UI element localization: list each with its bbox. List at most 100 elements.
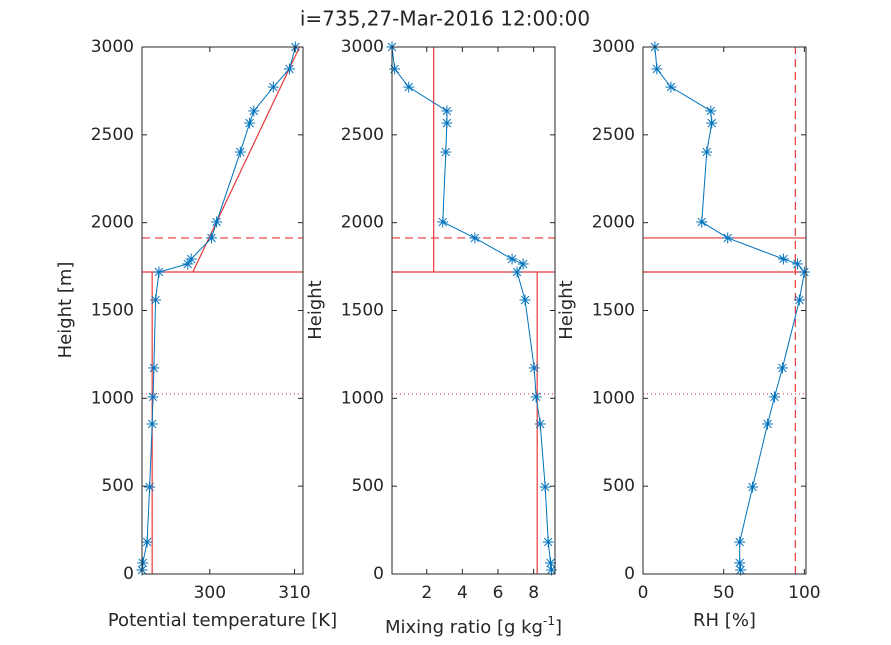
asterisk-marker <box>469 232 481 244</box>
marker-stroke <box>245 118 254 128</box>
marker-stroke <box>535 419 545 429</box>
marker-stroke <box>793 259 802 269</box>
y-tick-label: 2500 <box>341 125 384 145</box>
asterisk-marker <box>651 63 663 75</box>
asterisk-marker <box>734 557 746 569</box>
asterisk-marker <box>153 266 165 278</box>
x-tick-label: 310 <box>278 583 310 603</box>
asterisk-marker <box>793 294 805 306</box>
marker-stroke <box>529 363 539 373</box>
marker-stroke <box>438 217 448 227</box>
marker-stroke <box>707 118 717 128</box>
marker-stroke <box>543 537 553 547</box>
x-axis-label: RH [%] <box>693 610 756 631</box>
asterisk-marker <box>539 481 551 493</box>
figure-title: i=735,27-Mar-2016 12:00:00 <box>300 7 590 31</box>
y-tick-label: 1500 <box>592 301 635 321</box>
y-tick-label: 2500 <box>592 125 635 145</box>
reference-line <box>192 46 301 273</box>
x-tick-label: 50 <box>713 583 735 603</box>
marker-stroke <box>546 558 555 568</box>
marker-stroke <box>520 295 530 305</box>
marker-stroke <box>138 558 148 568</box>
asterisk-marker <box>762 418 774 430</box>
y-tick-label: 500 <box>102 476 134 496</box>
x-axis-label-part: RH [%] <box>693 610 756 631</box>
y-tick-label: 3000 <box>91 37 134 57</box>
asterisk-marker <box>706 117 718 129</box>
y-tick-label: 1000 <box>91 388 134 408</box>
marker-stroke <box>666 82 676 92</box>
marker-stroke <box>547 565 556 575</box>
y-tick-label: 0 <box>624 564 635 584</box>
marker-stroke <box>735 537 744 547</box>
marker-stroke <box>531 392 541 402</box>
marker-stroke <box>212 217 221 227</box>
y-tick-label: 2500 <box>91 125 134 145</box>
x-tick-label: 2 <box>421 583 432 603</box>
asterisk-marker <box>530 391 542 403</box>
asterisk-marker <box>534 418 546 430</box>
asterisk-marker <box>791 258 803 270</box>
asterisk-marker <box>528 362 540 374</box>
asterisk-marker <box>506 253 518 265</box>
asterisk-marker <box>798 266 810 278</box>
marker-stroke <box>149 363 159 373</box>
y-tick-label: 3000 <box>592 37 635 57</box>
asterisk-marker <box>734 536 746 548</box>
y-tick-label: 1500 <box>341 301 384 321</box>
asterisk-marker <box>705 105 717 117</box>
marker-stroke <box>470 233 480 243</box>
asterisk-marker <box>542 536 554 548</box>
y-axis-label: Height [m] <box>55 262 76 359</box>
asterisk-marker <box>389 63 401 75</box>
y-tick-label: 1000 <box>341 388 384 408</box>
x-tick-label: 6 <box>493 583 504 603</box>
x-tick-label: 100 <box>788 583 820 603</box>
asterisk-marker <box>150 294 162 306</box>
marker-stroke <box>142 537 152 547</box>
marker-stroke <box>183 259 193 269</box>
asterisk-marker <box>701 146 713 158</box>
marker-stroke <box>702 147 712 157</box>
asterisk-marker <box>665 81 677 93</box>
asterisk-marker <box>137 557 149 569</box>
asterisk-marker <box>146 418 158 430</box>
asterisk-marker <box>185 253 197 265</box>
y-tick-label: 2000 <box>592 213 635 233</box>
marker-stroke <box>404 82 413 92</box>
marker-stroke <box>652 64 662 74</box>
asterisk-marker <box>441 117 453 129</box>
marker-stroke <box>507 254 517 264</box>
x-tick-label: 300 <box>194 583 226 603</box>
asterisk-marker <box>403 81 415 93</box>
y-axis-label: Height <box>305 280 326 340</box>
marker-stroke <box>795 295 804 305</box>
x-axis-label: Mixing ratio [g kg-1] <box>385 614 562 639</box>
y-tick-label: 500 <box>603 476 635 496</box>
marker-stroke <box>154 267 164 277</box>
marker-stroke <box>706 106 716 116</box>
asterisk-marker <box>144 481 156 493</box>
asterisk-marker <box>267 81 279 93</box>
asterisk-marker <box>148 362 160 374</box>
asterisk-marker <box>205 232 217 244</box>
marker-stroke <box>147 419 157 429</box>
marker-stroke <box>748 482 757 492</box>
asterisk-marker <box>244 117 256 129</box>
marker-stroke <box>540 482 550 492</box>
asterisk-marker <box>519 294 531 306</box>
asterisk-marker <box>777 253 789 265</box>
marker-stroke <box>145 482 154 492</box>
marker-stroke <box>148 392 158 402</box>
asterisk-marker <box>141 536 153 548</box>
marker-stroke <box>512 267 522 277</box>
y-axis-label: Height <box>556 280 577 340</box>
marker-stroke <box>207 233 216 243</box>
marker-stroke <box>441 147 451 157</box>
marker-stroke <box>736 565 745 575</box>
asterisk-marker <box>517 258 529 270</box>
